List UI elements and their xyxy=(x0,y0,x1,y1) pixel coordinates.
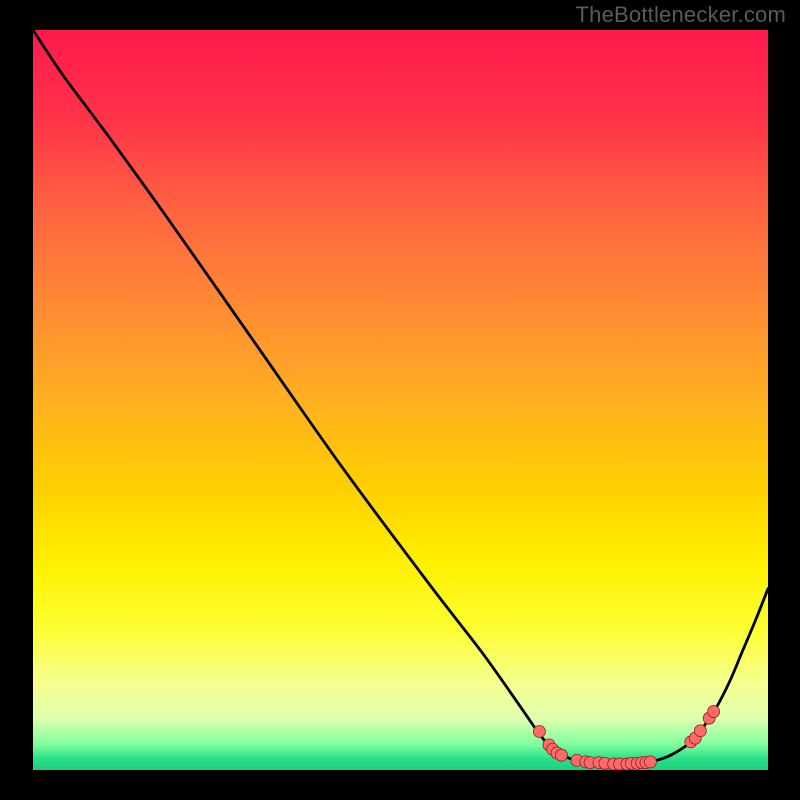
data-marker xyxy=(555,749,567,761)
data-marker xyxy=(708,706,720,718)
bottleneck-chart xyxy=(0,0,800,800)
data-marker xyxy=(533,726,545,738)
data-marker xyxy=(644,756,656,768)
attribution-text: TheBottlenecker.com xyxy=(576,2,786,28)
chart-container: { "meta": { "attribution": "TheBottlenec… xyxy=(0,0,800,800)
data-marker xyxy=(694,725,706,737)
plot-gradient-background xyxy=(33,30,768,770)
